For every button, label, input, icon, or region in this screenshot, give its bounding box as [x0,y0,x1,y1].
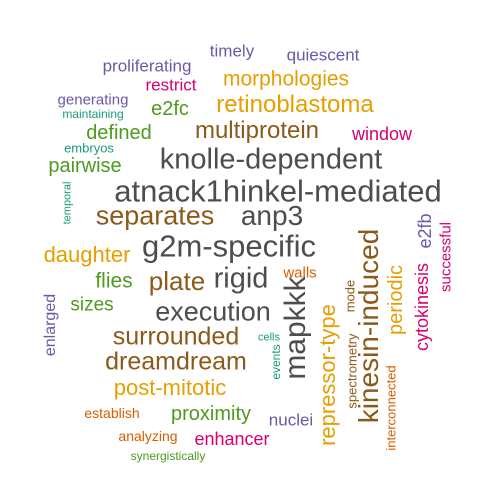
word-sizes: sizes [70,294,114,316]
word-events: events [269,344,283,380]
word-spectrometry: spectrometry [344,333,360,409]
word-interconnected: interconnected [383,365,399,451]
word-daughter: daughter [43,242,131,267]
word-window: window [351,124,413,144]
word-maintaining: maintaining [62,107,124,121]
word-pairwise: pairwise [48,155,122,177]
word-proximity: proximity [170,403,252,425]
word-establish: establish [84,405,140,421]
word-analyzing: analyzing [118,428,178,444]
word-periodic: periodic [385,264,407,336]
word-e2fb: e2fb [415,213,435,249]
word-anp3: anp3 [240,200,304,231]
word-g2m-specific: g2m-specific [142,228,316,264]
word-knolle-dependent: knolle-dependent [159,143,383,176]
word-separates: separates [95,200,215,231]
word-mode: mode [342,279,358,313]
word-atnack1hinkel-mediated: atnack1hinkel-mediated [114,173,442,209]
word-quiescent: quiescent [286,45,360,65]
word-plate: plate [148,266,206,296]
word-flies: flies [95,269,133,293]
word-repressor-type: repressor-type [315,304,340,446]
word-retinoblastoma: retinoblastoma [216,91,374,118]
word-morphologies: morphologies [222,67,350,91]
word-proliferating: proliferating [102,56,192,76]
word-nuclei: nuclei [268,410,314,430]
word-embryos: embryos [64,140,114,156]
word-multiprotein: multiprotein [194,117,320,144]
word-restrict: restrict [145,75,197,95]
word-execution: execution [155,296,271,327]
word-rigid: rigid [213,262,269,295]
word-post-mitotic: post-mitotic [113,375,227,400]
word-mapkkk: mapkkk [279,276,312,380]
word-dreamdream: dreamdream [105,347,247,376]
word-cells: cells [257,331,281,344]
word-cytokinesis: cytokinesis [412,262,432,352]
word-timely: timely [209,41,255,61]
word-surrounded: surrounded [112,322,240,351]
word-enlarged: enlarged [42,293,59,357]
word-enhancer: enhancer [194,429,270,449]
word-e2fc: e2fc [151,98,189,120]
word-successful: successful [437,221,455,293]
word-generating: generating [57,91,129,109]
word-defined: defined [86,122,152,144]
word-walls: walls [283,264,317,282]
word-synergistically: synergistically [130,449,206,463]
word-temporal: temporal [61,181,74,225]
